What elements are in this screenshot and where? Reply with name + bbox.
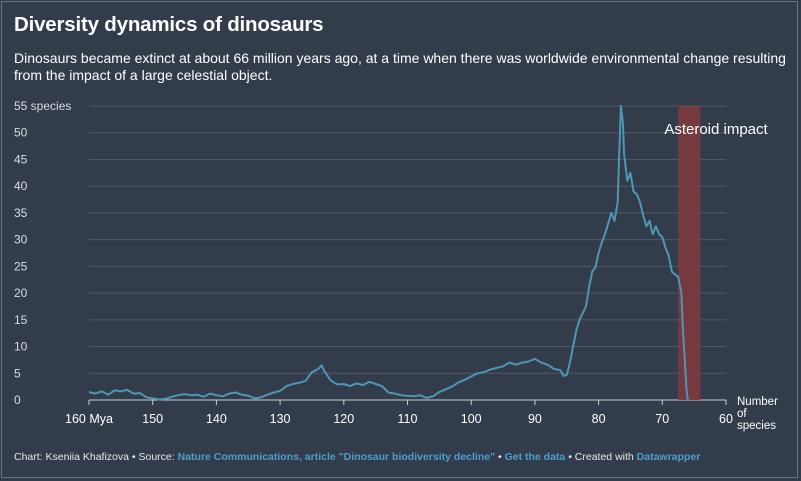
- x-tick-label: 70: [655, 412, 669, 426]
- x-axis-label-line: Number: [737, 396, 778, 408]
- chart-footer: Chart: Kseniia Khafizova • Source: Natur…: [14, 451, 700, 463]
- get-data-link[interactable]: Get the data: [504, 451, 566, 463]
- y-tick-label: 35: [14, 206, 28, 220]
- chart-subtitle: Dinosaurs became extinct at about 66 mil…: [14, 50, 786, 83]
- asteroid-impact-band: [678, 106, 701, 400]
- x-tick-label: 120: [333, 412, 354, 426]
- x-tick-label: 80: [592, 412, 606, 426]
- x-tick-label: 60: [719, 412, 733, 426]
- source-link[interactable]: Nature Communications, article "Dinosaur…: [177, 451, 496, 463]
- footer-source-prefix: • Source:: [131, 451, 175, 463]
- x-tick-label: 110: [398, 412, 418, 426]
- footer-separator: •: [497, 451, 502, 463]
- footer-credit: Chart: Kseniia Khafizova: [14, 451, 129, 463]
- x-tick-label: 150: [142, 412, 163, 426]
- y-tick-label: 40: [14, 179, 28, 193]
- x-axis-label-line: of: [737, 408, 747, 420]
- y-tick-label: 50: [14, 126, 28, 140]
- x-tick-label: 100: [461, 412, 482, 426]
- diversity-series-line: [88, 105, 689, 401]
- x-axis-label-line: species: [737, 420, 776, 432]
- y-tick-label: 30: [14, 233, 28, 247]
- datawrapper-link[interactable]: Datawrapper: [636, 451, 701, 463]
- y-tick-label: 25: [14, 259, 28, 273]
- y-tick-label: 20: [14, 286, 28, 300]
- y-tick-label: 0: [14, 393, 21, 407]
- y-tick-label: 15: [14, 313, 28, 327]
- x-tick-label: 160 Mya: [65, 412, 113, 426]
- y-tick-label: 55 species: [14, 99, 71, 113]
- x-tick-label: 140: [206, 412, 227, 426]
- y-tick-label: 10: [14, 340, 28, 354]
- asteroid-impact-label: Asteroid impact: [664, 121, 768, 138]
- footer-created-prefix: • Created with: [568, 451, 634, 463]
- y-tick-label: 5: [14, 366, 21, 380]
- y-tick-label: 45: [14, 152, 28, 166]
- x-tick-label: 130: [270, 412, 291, 426]
- x-tick-label: 90: [528, 412, 542, 426]
- chart-title: Diversity dynamics of dinosaurs: [14, 13, 324, 36]
